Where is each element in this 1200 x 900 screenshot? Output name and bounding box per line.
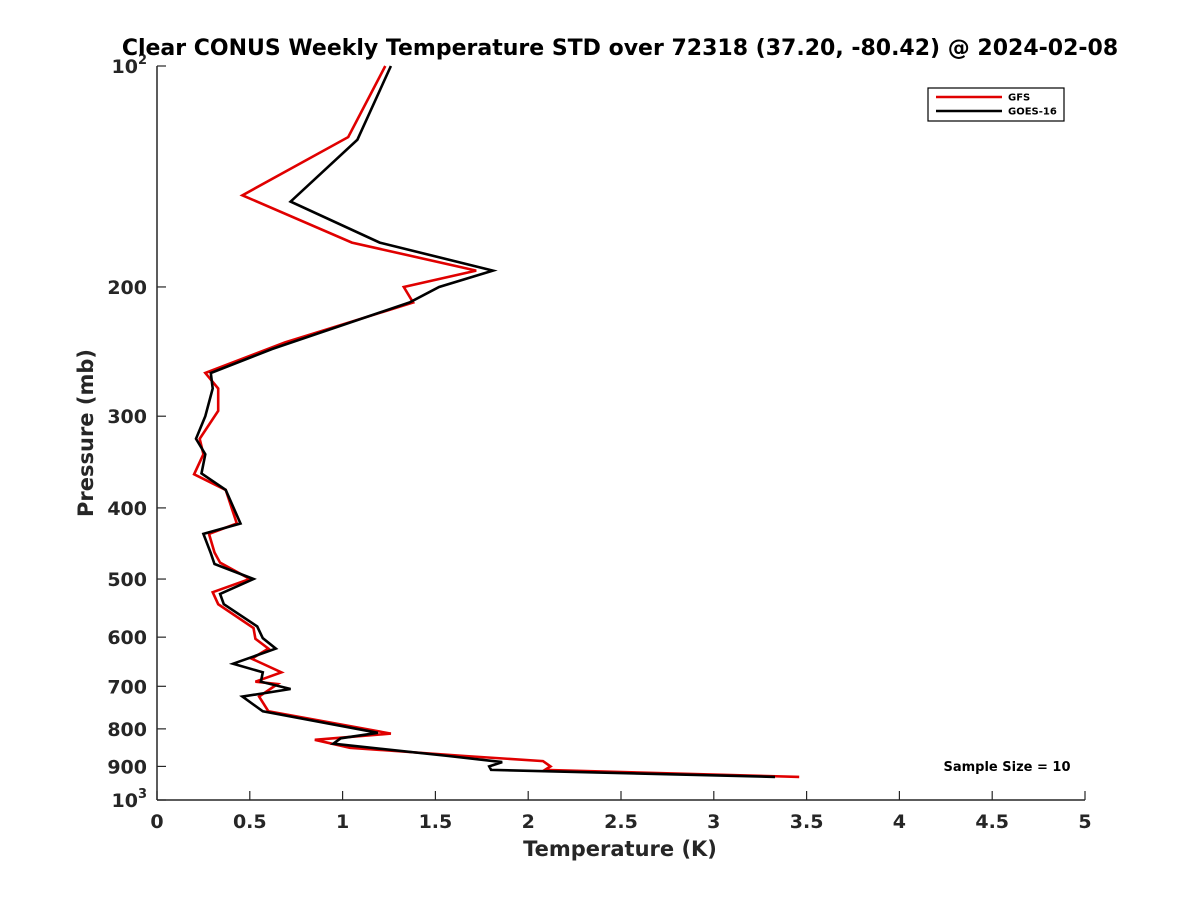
y-tick-label: 102 — [112, 53, 148, 78]
axes: 0 0.5 1 1.5 2 2.5 3 3.5 4 4.5 5 102 200 300 400 500 600 7… — [107, 53, 1091, 833]
x-tick-label: 0.5 — [233, 811, 267, 833]
series-lines — [192, 65, 800, 779]
chart-title: Clear CONUS Weekly Temperature STD over … — [122, 36, 1118, 61]
y-axis-label: Pressure (mb) — [74, 349, 98, 517]
x-tick-label: 4.5 — [975, 811, 1009, 833]
legend-label: GOES-16 — [1008, 107, 1057, 118]
legend-box — [927, 87, 1065, 122]
y-tick-label: 700 — [107, 676, 147, 698]
x-tick-label: 1.5 — [419, 811, 453, 833]
y-tick-label: 800 — [107, 719, 147, 741]
x-tick-label: 3.5 — [790, 811, 824, 833]
y-tick-label: 600 — [107, 627, 147, 649]
x-tick-label: 3 — [707, 811, 720, 833]
y-tick-label: 400 — [107, 498, 147, 520]
y-tick-label: 103 — [112, 787, 148, 812]
y-tick-label: 500 — [107, 569, 147, 591]
x-tick-label: 1 — [336, 811, 349, 833]
y-tick-label: 200 — [107, 277, 147, 299]
x-axis-label: Temperature (K) — [523, 837, 717, 861]
y-tick-label: 900 — [107, 756, 147, 778]
series-line-goes-16 — [194, 65, 776, 779]
sample-size-annotation: Sample Size = 10 — [943, 760, 1070, 775]
x-tick-label: 2.5 — [604, 811, 638, 833]
series-line-gfs — [192, 65, 800, 779]
legend: GFS GOES-16 — [927, 87, 1065, 122]
y-tick-label: 300 — [107, 406, 147, 428]
x-tick-label: 5 — [1078, 811, 1091, 833]
x-tick-label: 0 — [150, 811, 163, 833]
x-tick-label: 2 — [522, 811, 535, 833]
x-tick-label: 4 — [893, 811, 906, 833]
legend-label: GFS — [1008, 93, 1030, 104]
